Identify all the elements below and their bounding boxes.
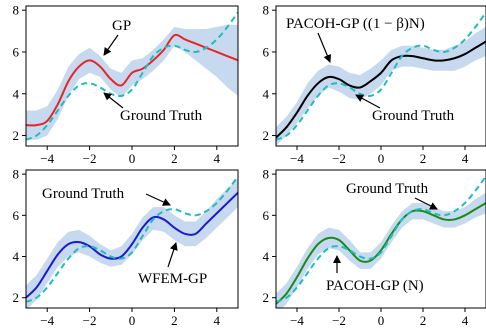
x-tick-label: 0 bbox=[378, 313, 385, 328]
y-tick-label: 2 bbox=[263, 128, 270, 143]
x-tick-label: 0 bbox=[129, 313, 136, 328]
annotation-label: Ground Truth bbox=[120, 108, 203, 124]
annotation-label: WFEM-GP bbox=[138, 271, 207, 287]
y-tick-label: 8 bbox=[13, 3, 20, 18]
y-tick-label: 8 bbox=[13, 167, 20, 182]
annotation-label: GP bbox=[112, 18, 131, 34]
annotation-label: PACOH-GP (N) bbox=[326, 278, 424, 294]
x-tick-label: 2 bbox=[420, 151, 427, 166]
ground-truth-line bbox=[276, 175, 486, 303]
x-tick-label: −4 bbox=[40, 151, 54, 166]
y-tick-label: 4 bbox=[263, 86, 270, 101]
y-tick-label: 4 bbox=[13, 249, 20, 264]
annotation-arrow bbox=[355, 94, 381, 109]
prediction-line bbox=[276, 202, 486, 305]
annotation-arrow bbox=[317, 32, 332, 63]
annotation-label: Ground Truth bbox=[42, 186, 125, 202]
ground-truth-line bbox=[26, 11, 238, 141]
x-tick-label: 2 bbox=[171, 151, 178, 166]
x-tick-label: −2 bbox=[83, 313, 97, 328]
x-tick-label: 2 bbox=[420, 313, 427, 328]
plot-area bbox=[26, 175, 238, 308]
plot-area bbox=[276, 175, 486, 308]
x-tick-label: 4 bbox=[462, 313, 469, 328]
y-tick-label: 2 bbox=[263, 290, 270, 305]
x-tick-label: 0 bbox=[378, 151, 385, 166]
x-tick-label: −2 bbox=[332, 313, 346, 328]
prediction-line bbox=[26, 191, 238, 299]
y-tick-label: 6 bbox=[263, 208, 270, 223]
annotation-arrow bbox=[103, 34, 119, 56]
annotation-arrow bbox=[414, 197, 438, 210]
x-tick-label: −2 bbox=[332, 151, 346, 166]
x-tick-label: −4 bbox=[290, 313, 304, 328]
x-tick-label: 2 bbox=[171, 313, 178, 328]
chart-panel-2: −4 −2 0 2 4 2 4 6 8 PACOH-GP ((1 − β)N) Ground Tru… bbox=[263, 3, 486, 166]
annotation-label: Ground Truth bbox=[372, 108, 455, 124]
x-tick-label: −4 bbox=[290, 151, 304, 166]
chart-panel-3: −4 −2 0 2 4 2 4 6 8 Ground Truth WFEM-GP bbox=[13, 167, 239, 328]
plot-area bbox=[26, 11, 238, 141]
y-tick-label: 6 bbox=[13, 208, 20, 223]
confidence-band bbox=[276, 26, 486, 146]
y-tick-label: 6 bbox=[13, 44, 20, 59]
x-tick-label: 4 bbox=[214, 313, 221, 328]
confidence-band bbox=[26, 24, 238, 140]
ground-truth-line bbox=[276, 11, 486, 141]
y-tick-label: 6 bbox=[263, 44, 270, 59]
prediction-line bbox=[26, 33, 238, 127]
annotation-label: PACOH-GP ((1 − β)N) bbox=[286, 16, 425, 32]
y-tick-label: 2 bbox=[13, 290, 20, 305]
annotation-label: Ground Truth bbox=[346, 181, 429, 197]
chart-panel-4: −4 −2 0 2 4 2 4 6 8 Ground Truth PACOH-GP (N) bbox=[263, 167, 486, 328]
annotation-arrow bbox=[145, 193, 171, 206]
x-tick-label: 4 bbox=[214, 151, 221, 166]
y-tick-label: 8 bbox=[263, 167, 270, 182]
y-tick-label: 8 bbox=[263, 3, 270, 18]
annotation-arrow bbox=[103, 92, 124, 109]
ground-truth-line bbox=[26, 175, 238, 303]
chart-panel-1: −4 −2 0 2 4 2 4 6 8 GP Ground Truth bbox=[13, 3, 239, 166]
x-tick-label: 4 bbox=[462, 151, 469, 166]
x-tick-label: −4 bbox=[40, 313, 54, 328]
prediction-line bbox=[276, 40, 486, 139]
y-tick-label: 4 bbox=[263, 249, 270, 264]
y-tick-label: 4 bbox=[13, 86, 20, 101]
annotation-arrow bbox=[167, 242, 178, 268]
y-tick-label: 2 bbox=[13, 128, 20, 143]
x-tick-label: −2 bbox=[83, 151, 97, 166]
plot-area bbox=[276, 11, 486, 146]
x-tick-label: 0 bbox=[129, 151, 136, 166]
